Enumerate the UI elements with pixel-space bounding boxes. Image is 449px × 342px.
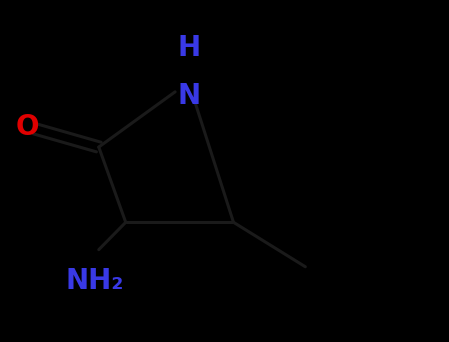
- Text: H: H: [177, 34, 200, 62]
- Text: O: O: [15, 113, 39, 141]
- Text: N: N: [177, 82, 200, 110]
- Text: NH₂: NH₂: [65, 267, 123, 295]
